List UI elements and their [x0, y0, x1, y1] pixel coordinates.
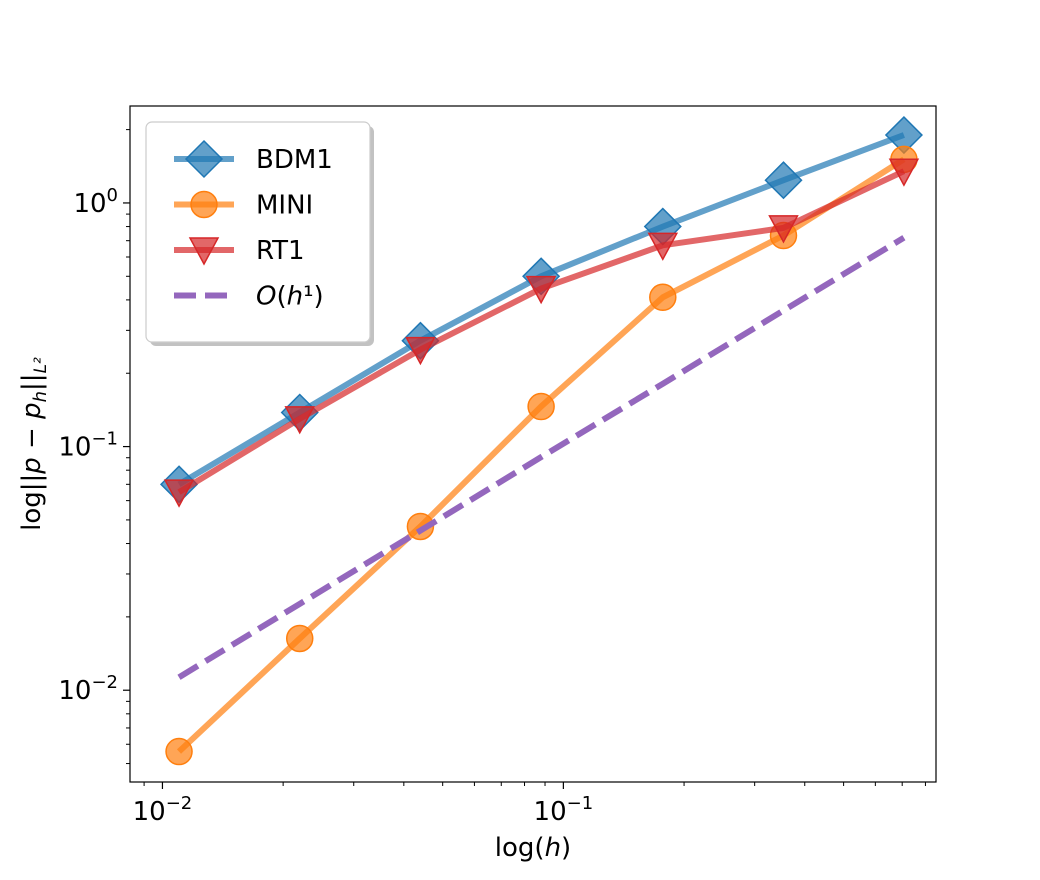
legend-item-rt1: RT1: [174, 236, 305, 266]
data-point-rt1: [525, 275, 557, 305]
data-point-rt1: [768, 215, 799, 244]
legend-label: RT1: [256, 236, 305, 266]
legend-label: MINI: [256, 191, 313, 221]
legend-item-bdm1: BDM1: [174, 139, 333, 179]
data-point-rt1: [284, 406, 315, 435]
plot-frame: [129, 105, 937, 783]
legend-box: [145, 121, 371, 343]
legend-label: O(h¹): [256, 282, 324, 312]
y-tick-label: 10−1: [58, 429, 118, 463]
data-point-bdm1: [764, 161, 803, 200]
legend-marker: [190, 190, 218, 219]
data-point-mini: [527, 392, 555, 421]
x-axis-title: log(h): [495, 833, 571, 863]
series-line-reference: [177, 235, 906, 680]
data-point-rt1: [405, 336, 436, 366]
data-point-rt1: [888, 158, 920, 187]
y-tick-label: 100: [73, 185, 118, 219]
ticks-layer: 10−2 10−1 10−2 10−1 100: [58, 129, 926, 827]
legend-marker: [188, 237, 220, 266]
data-point-rt1: [163, 479, 195, 508]
y-axis-title: log||p − ph||L²: [17, 357, 51, 531]
x-tick-label: 10−2: [133, 793, 193, 827]
legend-label: BDM1: [256, 145, 333, 175]
series-layer: [159, 115, 923, 766]
y-tick-label: 10−2: [58, 672, 118, 706]
data-point-mini: [285, 624, 314, 653]
data-point-rt1: [647, 232, 679, 261]
series-reference: [177, 235, 906, 680]
data-point-mini: [649, 283, 677, 312]
series-rt1: [163, 158, 920, 508]
legend-marker: [184, 139, 224, 179]
x-tick-label: 10−1: [534, 793, 594, 827]
legend-item-reference: O(h¹): [174, 282, 324, 312]
legend-item-mini: MINI: [174, 191, 313, 221]
data-point-mini: [406, 512, 435, 541]
data-point-mini: [165, 737, 193, 766]
legend: BDM1 MINI RT1 O(h¹): [145, 121, 374, 346]
